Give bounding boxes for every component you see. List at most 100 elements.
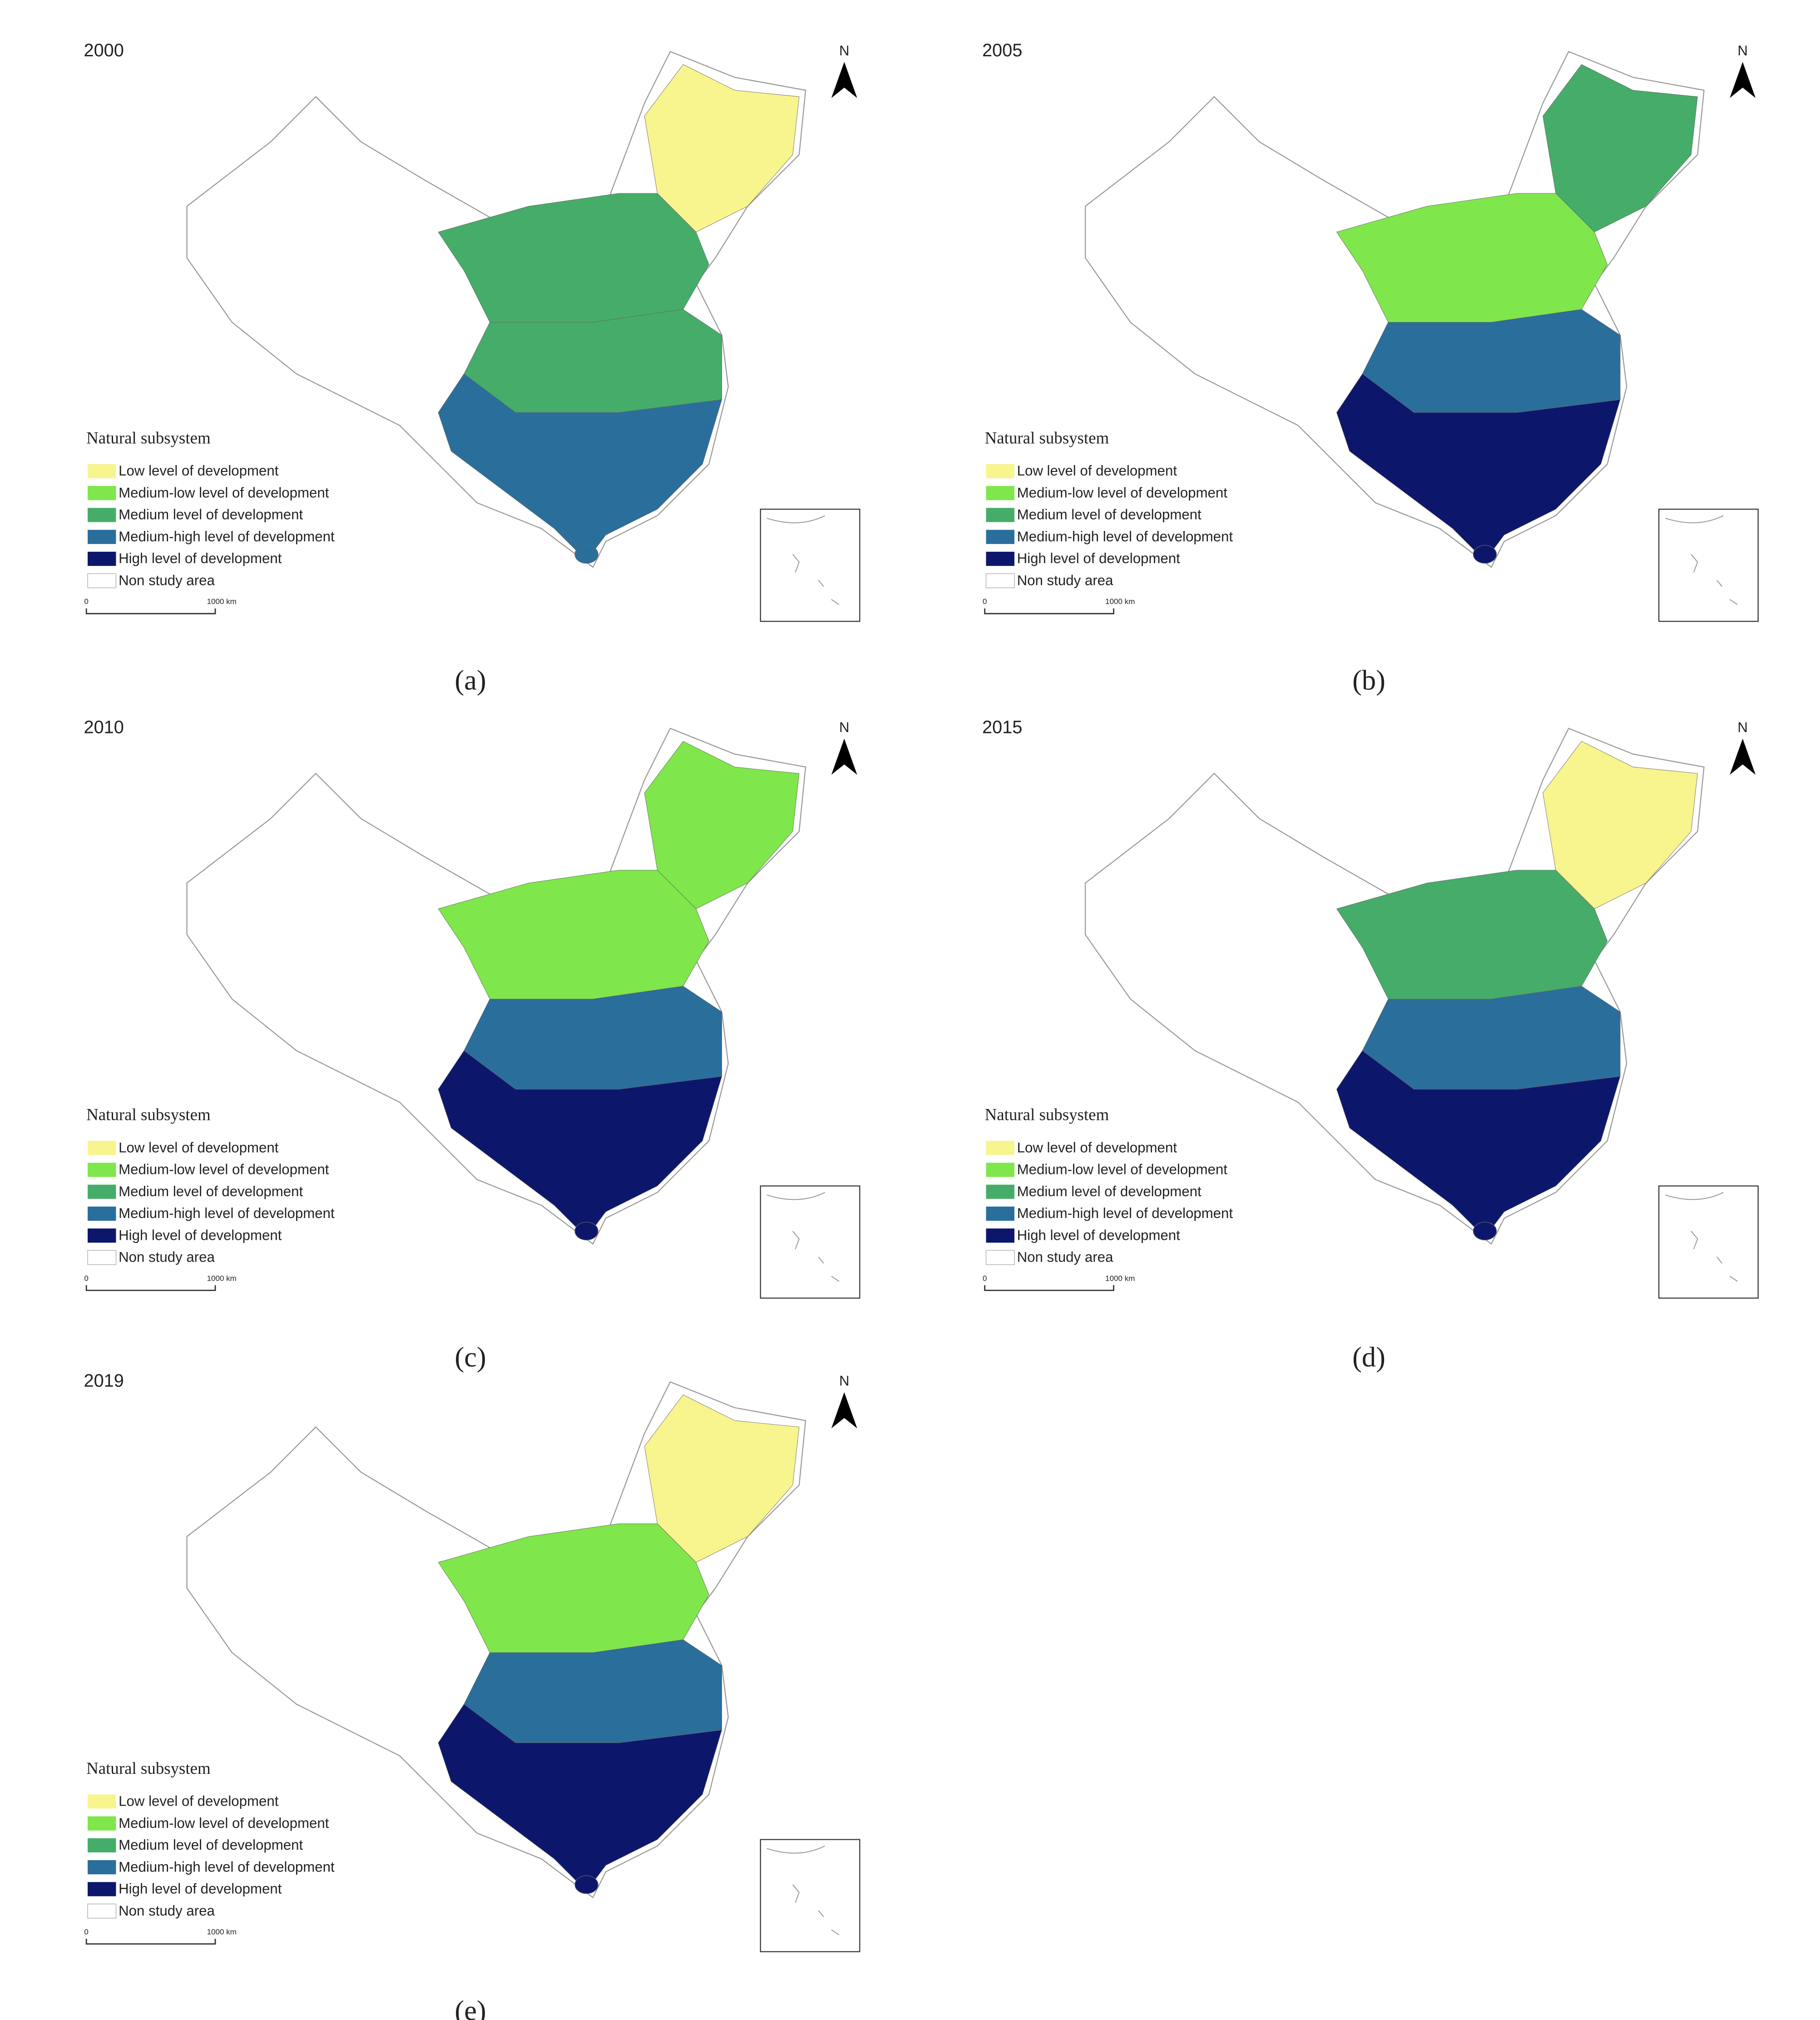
legend-label: Medium-high level of development: [1017, 1205, 1233, 1221]
island: [574, 1222, 598, 1241]
legend-swatch: [985, 573, 1015, 589]
study-region: [464, 309, 722, 413]
year-label: 2019: [84, 1371, 124, 1391]
inset-coast: [767, 1192, 840, 1282]
legend-label: Medium level of development: [1017, 1183, 1202, 1199]
legend-swatch: [985, 1250, 1015, 1265]
legend-swatch: [88, 1206, 116, 1221]
north-label: N: [1737, 43, 1748, 59]
scale-start: 0: [84, 1927, 88, 1936]
inset-frame: [1658, 1185, 1759, 1299]
map-panel: 2010 N Natural subsystem Low level of devel…: [84, 717, 861, 1373]
legend-title: Natural subsystem: [985, 428, 1109, 447]
legend-label: Low level of development: [119, 1139, 279, 1155]
legend-label: Medium-high level of development: [119, 529, 335, 545]
legend-label: Medium-low level of development: [1017, 1162, 1228, 1178]
scale-end: 1000 km: [1105, 1274, 1135, 1282]
inset-frame: [760, 509, 861, 622]
study-region: [1336, 373, 1621, 561]
scale-end: 1000 km: [207, 597, 237, 606]
legend-swatch: [986, 1228, 1014, 1243]
study-region: [438, 373, 722, 561]
map-panel: 2015 N Natural subsystem Low level of devel…: [982, 717, 1759, 1373]
legend-label: Non study area: [119, 572, 215, 588]
legend-label: Low level of development: [1017, 1139, 1177, 1155]
legend-label: Medium level of development: [1017, 507, 1202, 523]
study-region: [1362, 309, 1621, 413]
legend-swatch: [88, 1794, 116, 1809]
legend-label: Medium-high level of development: [119, 1205, 335, 1221]
scale-bar: [85, 1285, 216, 1291]
panel-caption: (a): [455, 664, 486, 696]
legend-title: Natural subsystem: [86, 428, 211, 447]
legend-swatch: [986, 1163, 1014, 1177]
legend-label: High level of development: [1017, 1227, 1181, 1243]
legend-swatch: [87, 1250, 117, 1265]
legend-label: Non study area: [119, 1249, 215, 1265]
panel-caption: (e): [455, 1995, 486, 2020]
inset-coast: [767, 515, 840, 605]
legend-label: High level of development: [119, 1227, 282, 1243]
island: [574, 545, 598, 564]
legend-label: Medium level of development: [119, 507, 303, 523]
map-panel: 2005 N Natural subsystem Low level of devel…: [982, 40, 1759, 696]
legend-swatch: [88, 1184, 116, 1199]
legend-label: Medium-high level of development: [119, 1859, 335, 1875]
legend-label: Medium-low level of development: [119, 1162, 329, 1178]
legend-swatch: [88, 551, 116, 566]
north-label: N: [839, 1373, 850, 1389]
inset-frame: [760, 1839, 861, 1952]
year-label: 2005: [982, 40, 1022, 60]
legend-label: Medium level of development: [119, 1837, 303, 1853]
legend-swatch: [88, 508, 116, 522]
study-region: [1336, 193, 1608, 323]
scale-start: 0: [84, 1274, 88, 1282]
scale-end: 1000 km: [207, 1274, 237, 1282]
scale-bar: [984, 608, 1114, 614]
north-arrow: [1730, 62, 1756, 98]
legend-label: Non study area: [1017, 572, 1113, 588]
legend-label: Low level of development: [119, 463, 279, 479]
legend-swatch: [88, 1882, 116, 1896]
inset-frame: [760, 1185, 861, 1299]
legend-swatch: [88, 530, 116, 544]
scale-start: 0: [84, 597, 88, 606]
legend-label: Medium-low level of development: [119, 1815, 329, 1831]
north-label: N: [839, 43, 850, 59]
study-region: [438, 193, 709, 323]
inset-frame: [1658, 509, 1759, 622]
legend-swatch: [88, 486, 116, 500]
legend-swatch: [986, 1141, 1014, 1155]
legend-title: Natural subsystem: [86, 1759, 211, 1777]
north-label: N: [1737, 719, 1748, 735]
study-region: [1336, 870, 1608, 1000]
map-panel: 2000 N Natural subsystem Low level of devel…: [84, 40, 861, 696]
study-region: [1362, 986, 1621, 1089]
panel-caption: (c): [455, 1341, 486, 1373]
legend-title: Natural subsystem: [86, 1105, 211, 1124]
legend-swatch: [88, 1141, 116, 1155]
study-region: [1336, 1050, 1621, 1238]
legend-swatch: [986, 551, 1014, 566]
legend-label: Medium level of development: [119, 1183, 303, 1199]
north-arrow: [1730, 738, 1756, 775]
north-arrow: [831, 738, 857, 775]
legend-swatch: [87, 573, 117, 589]
scale-end: 1000 km: [1105, 597, 1135, 606]
legend-swatch: [986, 486, 1014, 500]
study-region: [438, 1523, 709, 1653]
legend-label: Medium-low level of development: [1017, 485, 1228, 500]
study-region: [438, 870, 709, 1000]
year-label: 2000: [84, 40, 124, 60]
legend-swatch: [986, 530, 1014, 544]
scale-bar: [85, 608, 216, 614]
scale-start: 0: [983, 597, 987, 606]
legend-title: Natural subsystem: [985, 1105, 1109, 1124]
inset-coast: [1665, 1192, 1738, 1282]
legend-label: High level of development: [119, 550, 282, 566]
legend-label: High level of development: [1017, 550, 1181, 566]
north-arrow: [831, 62, 857, 98]
scale-end: 1000 km: [207, 1927, 237, 1936]
island: [1473, 1222, 1497, 1241]
